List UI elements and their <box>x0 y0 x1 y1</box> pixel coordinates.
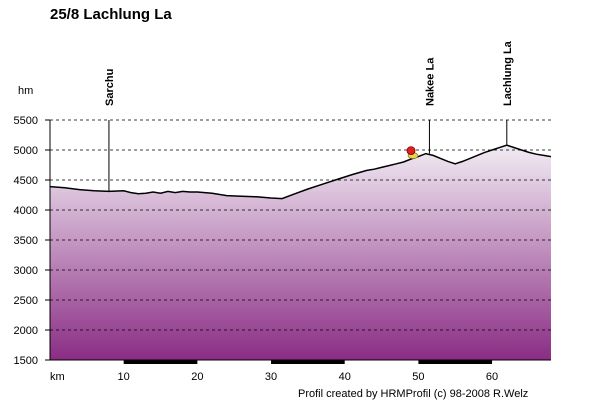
position-marker <box>406 146 419 159</box>
x-tick-label: 50 <box>412 371 424 383</box>
pass-annotations: Sarchu Nakee La Lachlung La <box>104 40 514 192</box>
footer-credit: Profil created by HRMProfil (c) 98-2008 … <box>298 388 528 400</box>
y-tick-label: 2500 <box>14 295 38 307</box>
x-distance-bar <box>123 360 493 364</box>
y-tick-label: 5500 <box>14 115 38 127</box>
x-tick-label: 40 <box>339 371 351 383</box>
y-tick-label: 1500 <box>14 355 38 367</box>
y-tick-label: 4000 <box>14 205 38 217</box>
y-tick-label: 3000 <box>14 265 38 277</box>
chart-title: 25/8 Lachlung La <box>50 6 172 23</box>
distance-bar-segment <box>418 360 493 364</box>
marker-dot <box>406 146 416 156</box>
distance-bar-segment <box>271 360 345 364</box>
y-tick-label: 4500 <box>14 175 38 187</box>
annotation-label: Lachlung La <box>502 40 514 106</box>
distance-bar-segment <box>123 360 198 364</box>
y-tick-label: 3500 <box>14 235 38 247</box>
x-axis-unit: km <box>50 371 65 383</box>
elevation-area <box>50 145 551 360</box>
x-tick-label: 10 <box>118 371 130 383</box>
x-tick-label: 30 <box>265 371 277 383</box>
x-tick-label: 60 <box>486 371 498 383</box>
y-tick-labels: 1500 2000 2500 3000 3500 4000 4500 5000 5500 <box>14 115 50 367</box>
x-tick-label: 20 <box>191 371 203 383</box>
y-axis-unit: hm <box>18 85 33 97</box>
annotation-label: Nakee La <box>424 57 436 106</box>
elevation-line <box>50 144 551 200</box>
y-tick-label: 5000 <box>14 145 38 157</box>
plot-area <box>50 144 551 360</box>
y-tick-label: 2000 <box>14 325 38 337</box>
x-tick-labels: 10 20 30 40 50 60 <box>118 371 499 383</box>
annotation-label: Sarchu <box>104 69 116 106</box>
